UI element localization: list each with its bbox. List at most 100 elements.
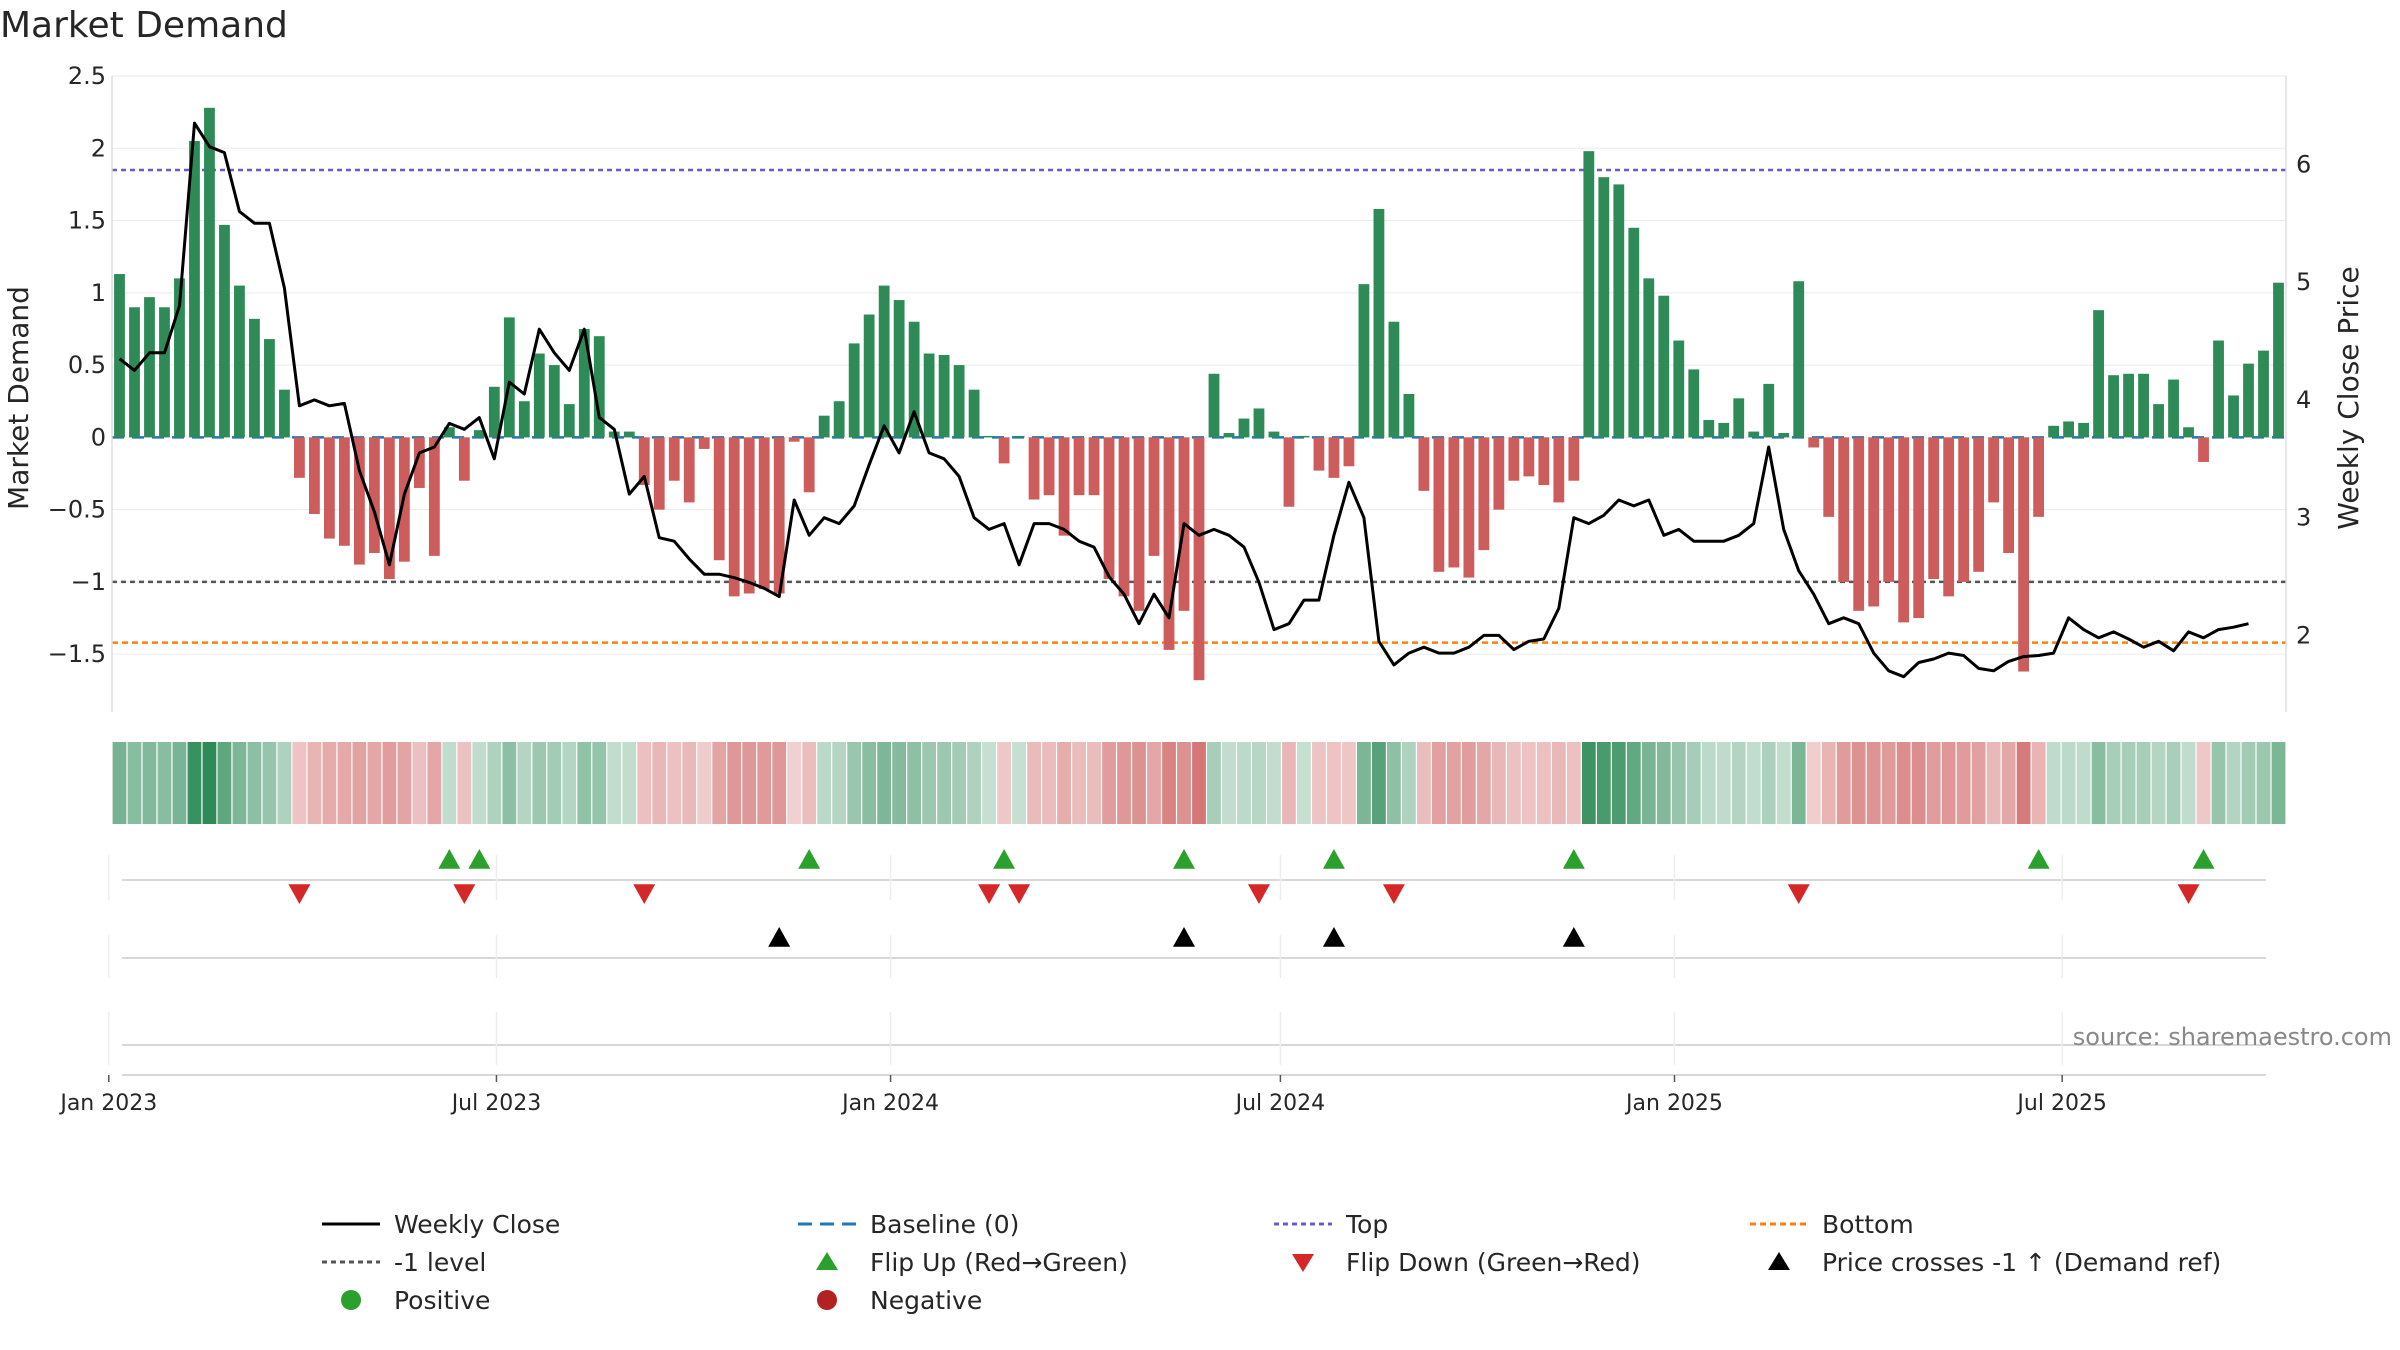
demand-bar — [114, 274, 125, 438]
y2-tick-label: 3 — [2296, 504, 2311, 532]
demand-bar — [2273, 282, 2284, 438]
demand-bar — [1703, 420, 1715, 438]
demand-bar — [159, 307, 170, 438]
heat-cell — [1836, 742, 1851, 824]
heat-cell — [322, 742, 337, 824]
demand-bar — [1253, 408, 1265, 438]
heat-cell — [1971, 742, 1986, 824]
demand-bar — [1763, 383, 1775, 438]
heat-cell — [1431, 742, 1446, 824]
demand-bar — [2243, 363, 2254, 438]
demand-bar — [2198, 437, 2209, 462]
demand-bar — [1403, 394, 1415, 438]
demand-bar — [338, 437, 350, 546]
demand-bar — [1268, 431, 1280, 438]
heat-cell — [1057, 742, 1071, 824]
heat-cell — [592, 742, 607, 824]
demand-bar — [593, 336, 605, 438]
demand-bar — [2138, 373, 2149, 438]
demand-bar — [1883, 437, 1895, 582]
demand-bar — [923, 353, 935, 438]
heat-cell — [1806, 742, 1821, 824]
heat-cell — [1327, 742, 1341, 824]
heat-cell — [1881, 742, 1896, 824]
heat-cell — [457, 742, 472, 824]
heat-cell — [1476, 742, 1491, 824]
heat-cell — [127, 742, 142, 824]
demand-bar — [324, 437, 335, 539]
demand-bar — [353, 437, 365, 565]
demand-bar — [1373, 208, 1385, 438]
y-tick-label: −1.5 — [48, 640, 106, 668]
demand-bar — [458, 437, 470, 481]
heat-cell — [907, 742, 922, 824]
heat-cell — [442, 742, 457, 824]
demand-bar — [1283, 437, 1295, 507]
demand-bar — [443, 427, 455, 438]
heat-cell — [577, 742, 592, 824]
demand-bar — [1103, 437, 1115, 580]
heat-cell — [1731, 742, 1746, 824]
flip-up-marker — [1173, 849, 1196, 869]
heat-cell — [1491, 742, 1506, 824]
flip-up-marker — [438, 849, 461, 869]
demand-bar — [1238, 418, 1250, 438]
demand-bar — [503, 317, 515, 438]
heat-cell — [1087, 742, 1101, 824]
demand-bar — [1553, 437, 1565, 503]
demand-bar — [368, 437, 380, 553]
heat-cell — [1896, 742, 1911, 824]
heat-cell — [187, 742, 202, 824]
event-panels — [108, 849, 2266, 1076]
heat-cell — [892, 742, 907, 824]
heat-cell — [952, 742, 967, 824]
heat-cell — [1626, 742, 1641, 824]
heat-cell — [217, 742, 232, 824]
demand-bar — [219, 224, 230, 438]
demand-bar — [2018, 437, 2030, 672]
flip-down-marker — [1787, 884, 1810, 904]
heat-cell — [2256, 742, 2271, 824]
heat-cell — [1761, 742, 1776, 824]
y-tick-label: −1 — [71, 568, 106, 596]
heat-cell — [622, 742, 637, 824]
demand-bar — [1718, 422, 1730, 438]
y-axis-label: Market Demand — [2, 286, 35, 510]
heat-cell — [2046, 742, 2061, 824]
heat-cell — [1192, 742, 1206, 824]
demand-bar — [743, 437, 755, 594]
demand-bar — [1508, 437, 1520, 481]
demand-bar — [1778, 433, 1790, 438]
demand-bar — [1643, 278, 1655, 438]
legend-label: Price crosses -1 ↑ (Demand ref) — [1822, 1248, 2221, 1277]
flip-down-marker — [2177, 884, 2200, 904]
heat-cell — [2136, 742, 2151, 824]
heat-cell — [232, 742, 247, 824]
heat-cell — [1446, 742, 1461, 824]
demand-bar — [1013, 435, 1025, 438]
heat-cell — [1222, 742, 1236, 824]
heat-cell — [1177, 742, 1191, 824]
demand-bar — [174, 278, 185, 438]
x-tick-label: Jul 2024 — [1234, 1091, 1326, 1116]
heat-cell — [682, 742, 697, 824]
demand-bar — [578, 328, 590, 438]
heat-cell — [652, 742, 667, 824]
demand-bar — [1493, 437, 1505, 510]
heat-cell — [502, 742, 517, 824]
x-tick-label: Jan 2023 — [58, 1091, 157, 1116]
heat-cell — [1506, 742, 1521, 824]
demand-bar — [938, 354, 950, 438]
heat-cell — [1372, 742, 1386, 824]
flip-down-marker — [288, 884, 311, 904]
flip-up-marker — [1562, 849, 1585, 869]
y-tick-label: 2.5 — [68, 62, 106, 90]
y-tick-label: 0.5 — [68, 351, 106, 379]
heat-cell — [292, 742, 307, 824]
heat-cell — [1042, 742, 1056, 824]
demand-bar — [1028, 437, 1040, 500]
heat-cell — [1536, 742, 1551, 824]
y-tick-label: 1 — [91, 279, 106, 307]
heat-cell — [1117, 742, 1131, 824]
y-tick-label: −0.5 — [48, 496, 106, 524]
